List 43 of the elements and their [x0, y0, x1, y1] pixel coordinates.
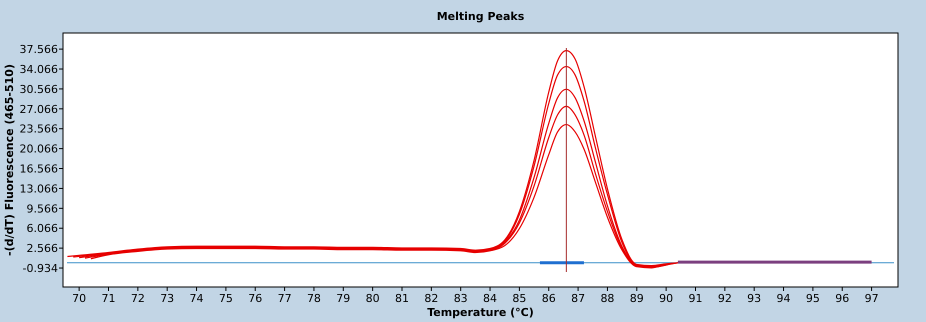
y-tick-label: 16.566: [20, 162, 58, 176]
x-tick-label: 74: [190, 292, 204, 305]
y-tick-label: -0.934: [22, 262, 58, 276]
x-tick-label: 85: [512, 292, 526, 305]
x-tick-label: 88: [600, 292, 614, 305]
y-tick-label: 2.566: [26, 242, 58, 256]
x-tick-label: 72: [130, 292, 145, 305]
x-tick-label: 84: [483, 292, 498, 305]
y-tick-label: 30.566: [20, 82, 58, 96]
x-tick-label: 70: [72, 292, 86, 305]
x-tick-label: 79: [336, 292, 350, 305]
y-tick-label: 23.566: [20, 122, 58, 136]
x-tick-label: 71: [101, 292, 116, 305]
x-tick-label: 95: [806, 292, 820, 305]
x-tick-label: 75: [218, 292, 233, 305]
y-tick-label: 13.066: [20, 182, 58, 196]
x-tick-label: 78: [306, 292, 321, 305]
x-tick-label: 82: [424, 292, 438, 305]
x-tick-label: 91: [688, 292, 702, 305]
x-tick-label: 94: [776, 292, 791, 305]
x-tick-label: 87: [571, 292, 586, 305]
y-tick-label: 20.066: [20, 142, 58, 156]
x-tick-label: 83: [454, 292, 468, 305]
y-tick-label: 37.566: [20, 43, 58, 56]
y-axis-title: -(d/dT) Fluorescence (465-510): [3, 64, 16, 256]
x-tick-label: 97: [864, 292, 879, 305]
y-tick-label: 27.066: [20, 102, 58, 116]
y-tick-label: 34.066: [20, 63, 58, 76]
x-axis-title: Temperature (°C): [427, 306, 534, 319]
x-tick-label: 77: [278, 292, 292, 305]
x-tick-label: 90: [659, 292, 674, 305]
x-tick-label: 89: [630, 292, 644, 305]
x-tick-label: 80: [366, 292, 380, 305]
x-tick-label: 76: [248, 292, 262, 305]
x-tick-label: 92: [718, 292, 732, 305]
x-tick-label: 86: [542, 292, 556, 305]
y-tick-label: 6.066: [26, 222, 58, 236]
x-tick-label: 73: [160, 292, 174, 305]
x-tick-label: 81: [394, 292, 409, 305]
y-tick-label: 9.566: [26, 202, 58, 216]
x-tick-label: 93: [747, 292, 762, 305]
x-tick-label: 96: [835, 292, 850, 305]
chart-title: Melting Peaks: [436, 10, 525, 23]
